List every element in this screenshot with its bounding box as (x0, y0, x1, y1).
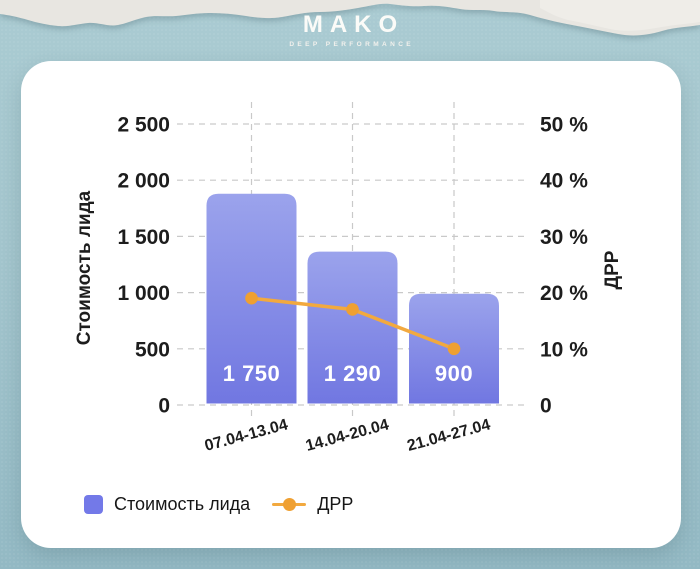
bar-value-label: 1 750 (223, 361, 281, 386)
left-axis-tick: 1 500 (117, 226, 170, 249)
left-axis-tick: 0 (158, 395, 170, 418)
left-axis-tick: 1 000 (117, 282, 170, 305)
legend-item-cost: Стоимость лида (84, 494, 250, 515)
left-axis-tick: 2 000 (117, 170, 170, 193)
drr-point (245, 291, 258, 305)
right-axis-tick: 0 (540, 395, 552, 418)
drr-point (346, 303, 359, 316)
logo-title: MAKO (302, 11, 405, 38)
legend-label-cost: Стоимость лида (114, 493, 251, 514)
bar-value-label: 900 (435, 361, 473, 386)
logo: MAKO DEEP PERFORMANCE (0, 11, 700, 48)
right-axis-tick: 50 % (540, 114, 588, 137)
right-axis-tick: 10 % (540, 338, 588, 361)
right-axis-tick: 20 % (540, 282, 588, 305)
drr-dot-icon (282, 497, 296, 511)
left-axis-tick: 2 500 (117, 114, 170, 137)
legend-label-drr: ДРР (317, 493, 354, 514)
drr-line-dot-icon (272, 496, 307, 512)
drr-point (447, 342, 461, 356)
right-axis-title: ДРР (602, 250, 623, 289)
legend-item-drr: ДРР (272, 494, 353, 515)
cost-swatch-icon (84, 494, 103, 514)
x-axis-label: 14.04-20.04 (304, 416, 391, 455)
right-axis-tick: 40 % (540, 170, 588, 193)
chart-legend: Стоимость лида ДРР (84, 492, 353, 516)
right-axis-tick: 30 % (540, 226, 588, 249)
x-axis-label: 07.04-13.04 (203, 416, 290, 455)
x-axis-label: 21.04-27.04 (405, 416, 492, 455)
logo-subtitle: DEEP PERFORMANCE (289, 41, 415, 48)
bar-value-label: 1 290 (324, 361, 382, 386)
torn-paper-decoration (0, 0, 700, 36)
left-axis-title: Стоимость лида (74, 190, 95, 345)
left-axis-tick: 500 (135, 338, 170, 361)
cost-bar (307, 251, 398, 404)
